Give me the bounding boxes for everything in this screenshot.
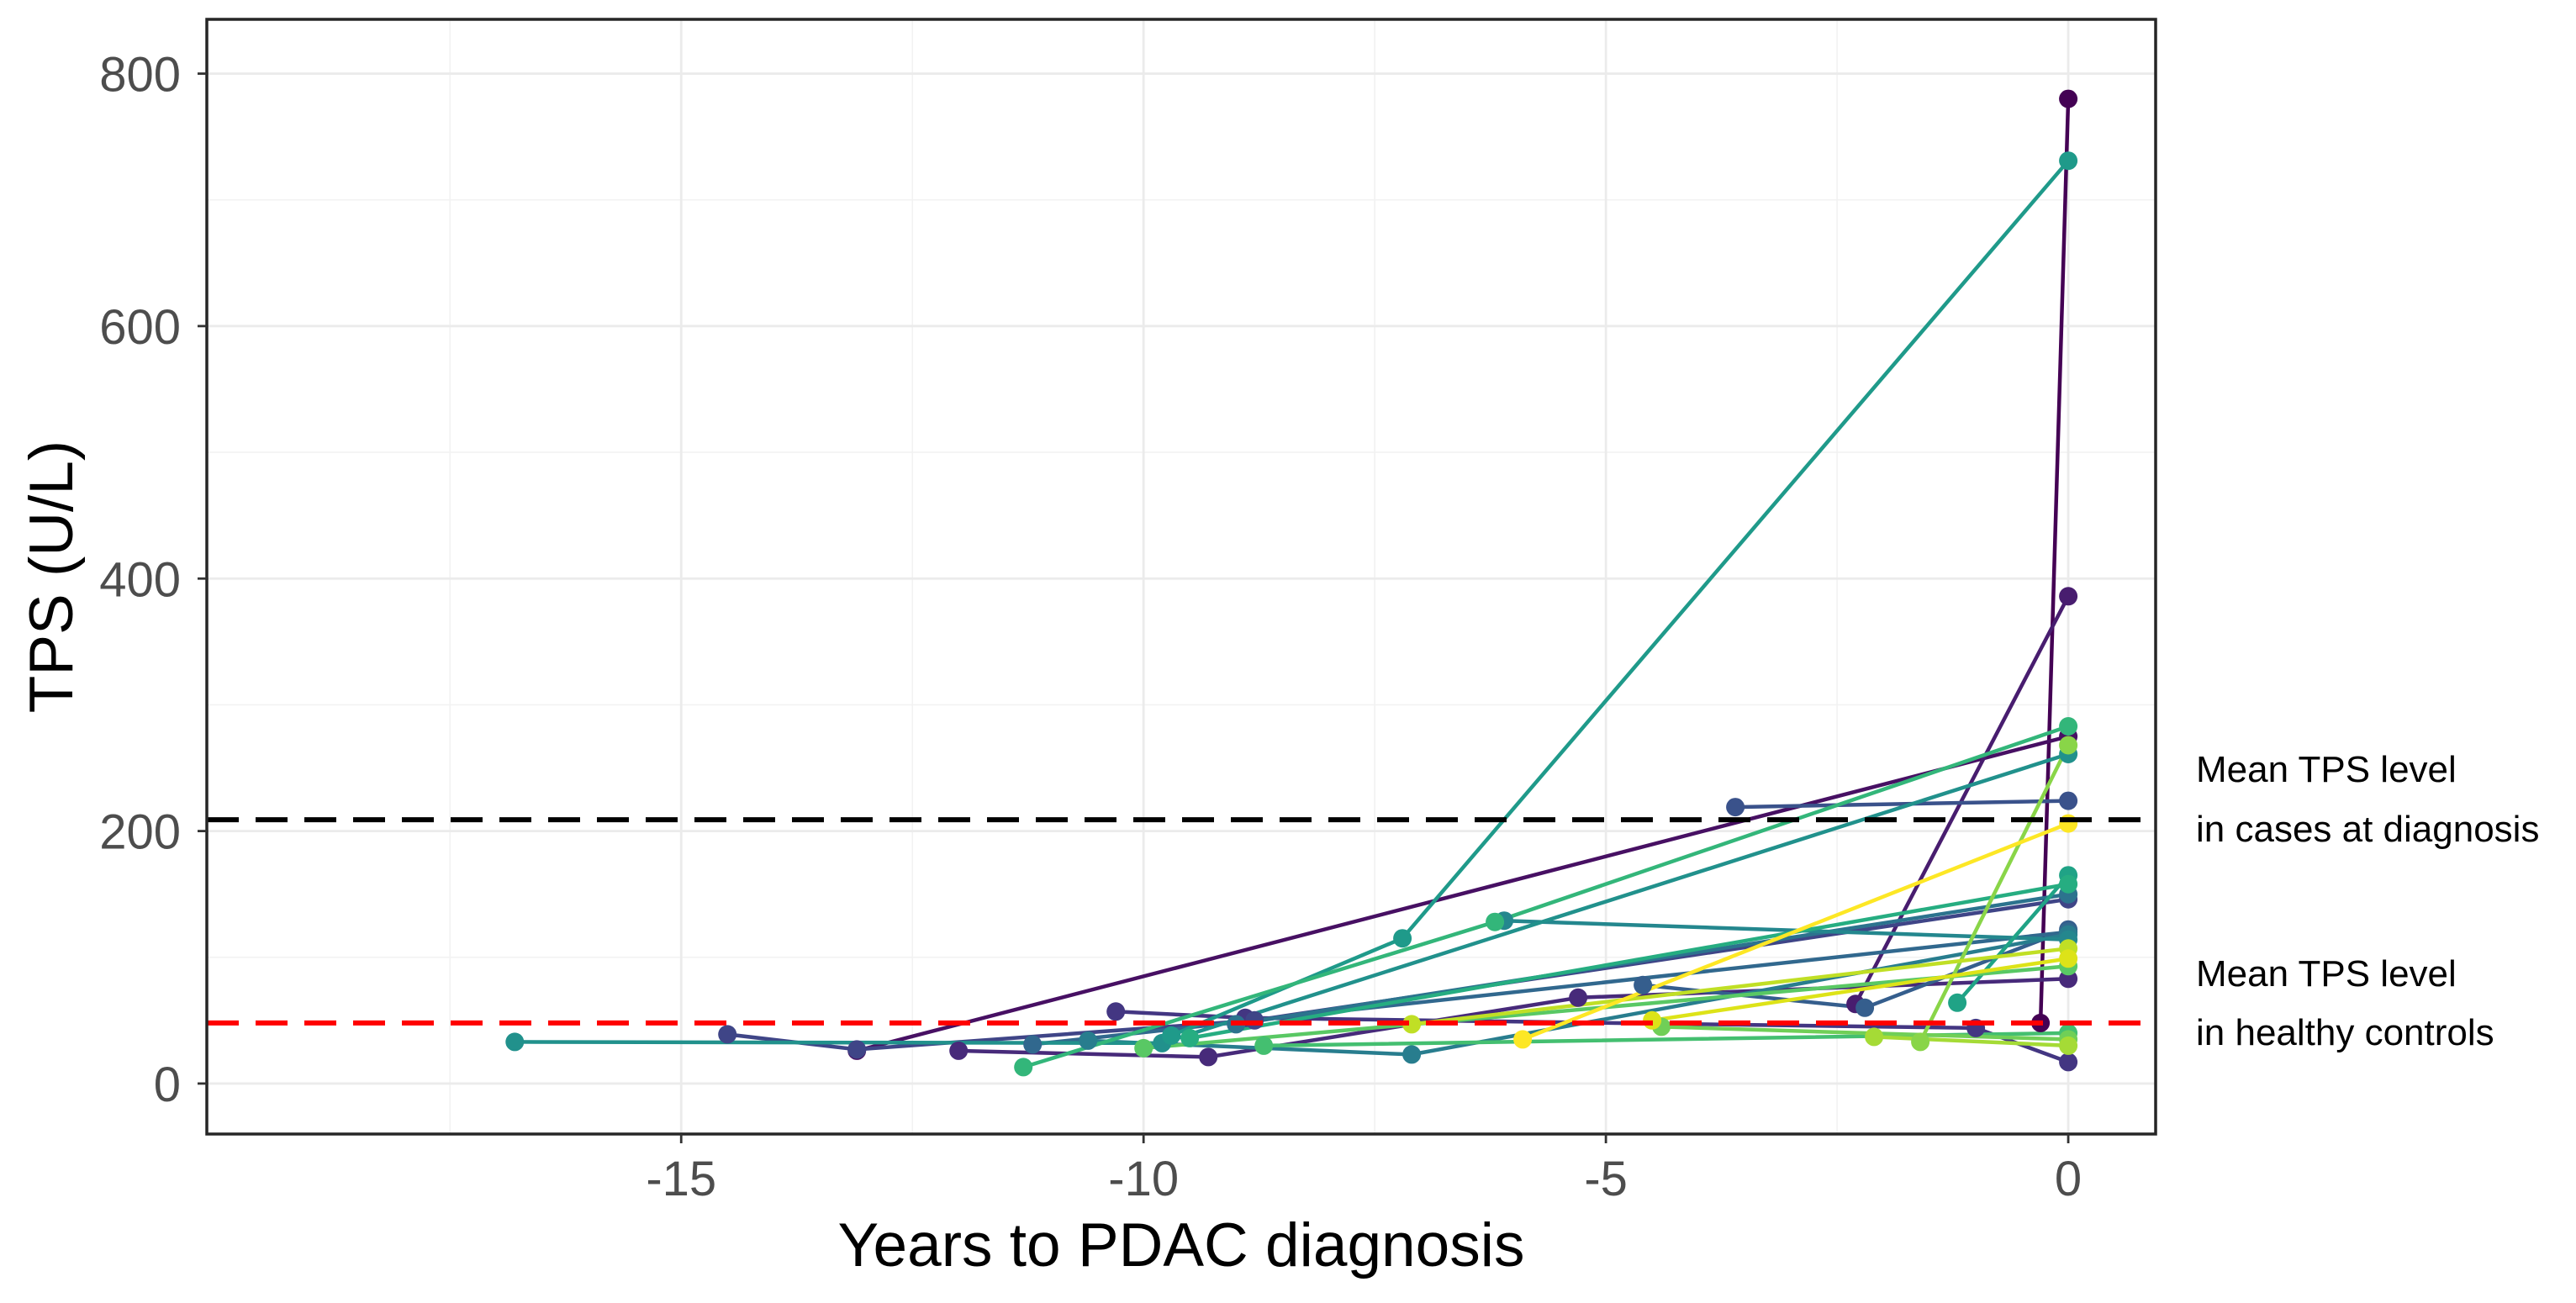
series-line	[1409, 947, 2071, 1026]
data-point	[1180, 1028, 1200, 1047]
reference-lines	[207, 817, 2156, 1026]
y-axis-title: TPS (U/L)	[18, 440, 86, 713]
data-point	[1726, 798, 1745, 817]
data-point	[1106, 1002, 1126, 1021]
series-line	[1853, 594, 2071, 1006]
x-tick-label: -10	[1108, 1152, 1179, 1206]
major-gridlines	[207, 19, 2156, 1134]
data-point	[2059, 814, 2078, 833]
y-tick-label: 0	[154, 1058, 181, 1112]
series-points	[505, 89, 2078, 1077]
series-line	[1233, 892, 2071, 1026]
x-tick-label: 0	[2055, 1152, 2082, 1206]
data-point	[1634, 975, 1653, 994]
data-point	[1023, 1035, 1043, 1054]
data-point	[505, 1032, 525, 1052]
data-point	[847, 1040, 867, 1059]
data-point	[1402, 1045, 1422, 1064]
y-tick-label: 800	[99, 48, 181, 103]
series-line	[1955, 873, 2071, 1005]
data-point	[1948, 993, 1967, 1012]
data-point	[1134, 1038, 1153, 1058]
data-point	[1079, 1031, 1098, 1050]
data-point	[1643, 1010, 1662, 1030]
plot-panel-background	[207, 19, 2156, 1134]
y-tick-label: 600	[99, 300, 181, 355]
x-axis-title: Years to PDAC diagnosis	[838, 1211, 1525, 1279]
data-point	[2059, 949, 2078, 968]
x-tick-label: -15	[646, 1152, 716, 1206]
data-point	[1402, 1015, 1422, 1034]
plot-panel-border	[205, 18, 2157, 1136]
data-point	[1245, 1010, 1264, 1030]
series-line	[1520, 821, 2071, 1042]
annotation-controls-line-1: Mean TPS level	[2196, 953, 2457, 994]
data-point	[718, 1025, 737, 1044]
data-point	[2059, 151, 2078, 171]
data-point	[2059, 874, 2078, 894]
data-point	[949, 1041, 969, 1060]
series-line	[1733, 799, 2071, 810]
data-point	[2059, 1052, 2078, 1072]
y-tick-label: 400	[99, 552, 181, 607]
data-point	[2059, 791, 2078, 810]
data-point	[1014, 1058, 1033, 1077]
series-line	[1871, 1035, 2071, 1048]
data-point	[1855, 998, 1875, 1017]
data-point	[2059, 736, 2078, 755]
annotation-cases-line-2: in cases at diagnosis	[2196, 809, 2539, 850]
annotation-cases-line-1: Mean TPS level	[2196, 749, 2457, 790]
x-tick-label: -5	[1584, 1152, 1628, 1206]
data-point	[1911, 1032, 1930, 1052]
data-point	[1569, 988, 1588, 1007]
data-point	[2059, 89, 2078, 108]
data-point	[1513, 1030, 1533, 1049]
series-line	[1918, 743, 2071, 1044]
minor-gridlines	[207, 19, 2156, 1134]
annotation-controls-line-2: in healthy controls	[2196, 1012, 2494, 1053]
series-line	[1187, 882, 2071, 1041]
data-point	[2059, 1036, 2078, 1055]
series-line	[1650, 957, 2071, 1023]
series-line	[2038, 97, 2071, 1026]
data-point	[1486, 912, 1505, 931]
y-tick-label: 200	[99, 805, 181, 860]
data-point	[2059, 587, 2078, 606]
data-point	[2059, 717, 2078, 736]
series-line	[1659, 1025, 2071, 1042]
series-line	[854, 734, 2071, 1053]
data-point	[1865, 1027, 1884, 1047]
data-point	[1199, 1047, 1218, 1067]
data-point	[1162, 1026, 1181, 1045]
data-point	[1393, 929, 1412, 948]
data-point	[1254, 1036, 1274, 1055]
y-axis: 0 200 400 600 800	[99, 48, 207, 1112]
series-line	[1030, 930, 2071, 1047]
x-axis: -15 -10 -5 0	[646, 1134, 2082, 1206]
